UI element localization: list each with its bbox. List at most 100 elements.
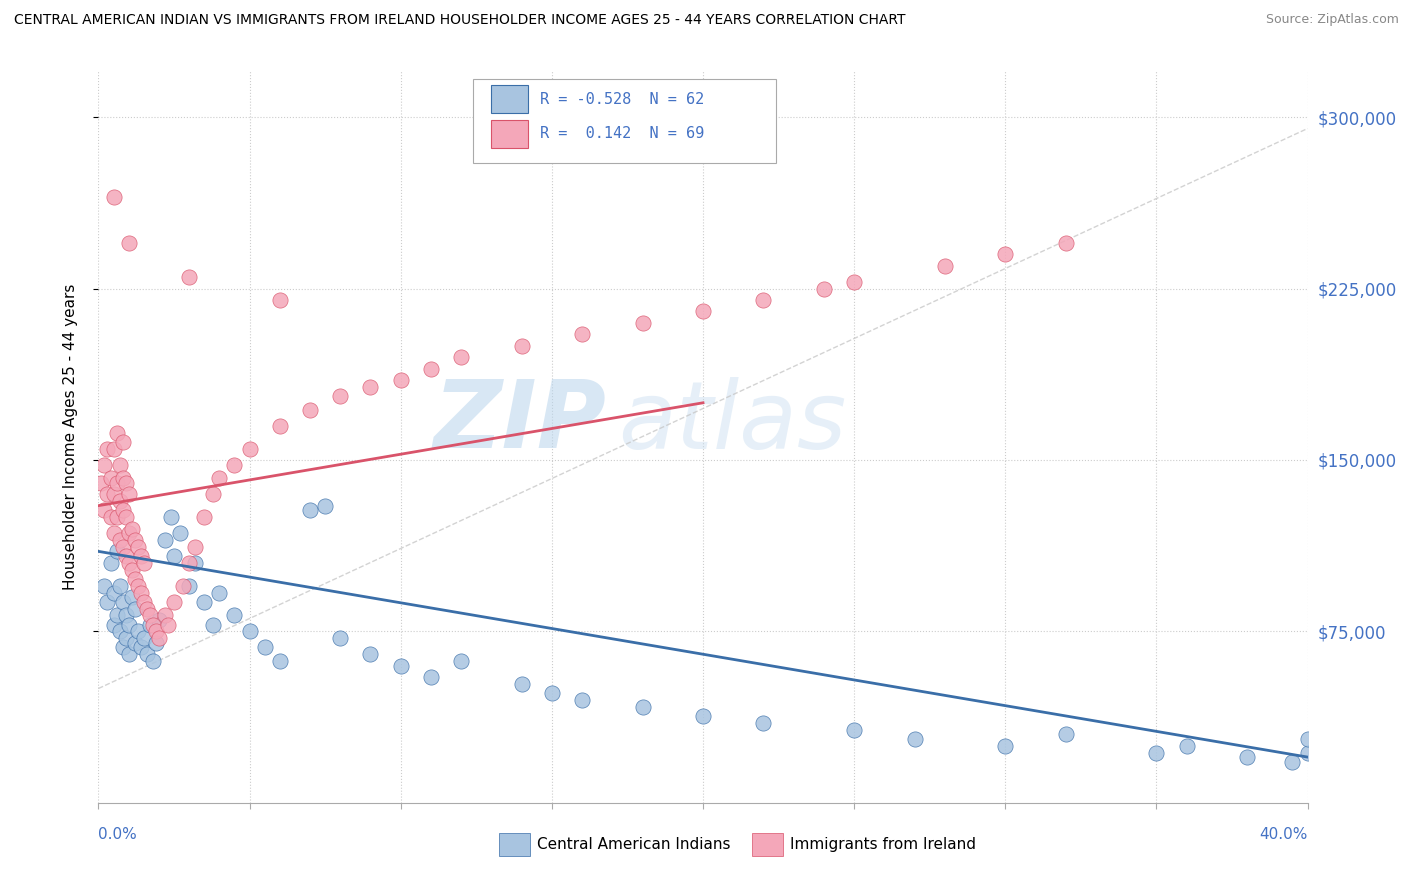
Text: 40.0%: 40.0% <box>1260 827 1308 841</box>
Point <box>329 632 352 646</box>
Point <box>105 510 128 524</box>
Point <box>540 686 562 700</box>
Point <box>105 544 128 558</box>
Point <box>994 247 1017 261</box>
Point <box>108 458 131 472</box>
Point <box>169 526 191 541</box>
Point <box>904 731 927 746</box>
Point <box>103 526 125 541</box>
Text: Source: ZipAtlas.com: Source: ZipAtlas.com <box>1265 13 1399 27</box>
Point <box>114 510 136 524</box>
Point <box>510 677 533 691</box>
Point <box>103 617 125 632</box>
Point <box>129 585 152 599</box>
Point <box>121 521 143 535</box>
FancyBboxPatch shape <box>492 86 527 113</box>
Text: R = -0.528  N = 62: R = -0.528 N = 62 <box>540 92 704 107</box>
Point <box>118 617 141 632</box>
Point <box>269 654 291 668</box>
Point <box>163 549 186 563</box>
Point <box>111 540 134 554</box>
Text: Central American Indians: Central American Indians <box>537 838 731 852</box>
Point <box>124 601 146 615</box>
Point <box>148 632 170 646</box>
Point <box>184 556 207 570</box>
Point <box>813 281 835 295</box>
Point <box>360 380 382 394</box>
Text: 0.0%: 0.0% <box>98 827 138 841</box>
FancyBboxPatch shape <box>492 120 527 148</box>
Point <box>148 613 170 627</box>
Point <box>752 715 775 730</box>
Point <box>124 636 146 650</box>
Point <box>844 275 866 289</box>
Point <box>184 540 207 554</box>
Point <box>239 624 262 639</box>
Point <box>108 579 131 593</box>
Text: atlas: atlas <box>619 377 846 468</box>
Point <box>118 556 141 570</box>
Point <box>299 503 322 517</box>
Point <box>142 654 165 668</box>
Point <box>420 670 443 684</box>
Text: R =  0.142  N = 69: R = 0.142 N = 69 <box>540 126 704 141</box>
Point <box>269 418 291 433</box>
Point <box>193 594 215 608</box>
Point <box>132 632 155 646</box>
Point <box>111 503 134 517</box>
Point <box>450 654 472 668</box>
Point <box>118 487 141 501</box>
Point <box>163 594 186 608</box>
Point <box>1054 727 1077 741</box>
Point <box>1296 746 1319 760</box>
Point <box>132 556 155 570</box>
Point <box>121 563 143 577</box>
Point <box>108 494 131 508</box>
Point <box>114 632 136 646</box>
Point <box>844 723 866 737</box>
Point <box>1281 755 1303 769</box>
Point <box>1175 739 1198 753</box>
Point <box>108 624 131 639</box>
Point <box>108 533 131 547</box>
Point <box>124 572 146 586</box>
Point <box>124 533 146 547</box>
Text: Immigrants from Ireland: Immigrants from Ireland <box>790 838 976 852</box>
Point <box>105 608 128 623</box>
Point <box>692 304 714 318</box>
Point <box>1144 746 1167 760</box>
Point <box>103 442 125 456</box>
Point <box>179 579 201 593</box>
Point <box>269 293 291 307</box>
Point <box>127 540 149 554</box>
Point <box>129 640 152 655</box>
Point <box>389 658 412 673</box>
Point <box>103 585 125 599</box>
Point <box>139 608 162 623</box>
Y-axis label: Householder Income Ages 25 - 44 years: Householder Income Ages 25 - 44 years <box>63 284 77 591</box>
Point <box>114 475 136 490</box>
Point <box>934 259 956 273</box>
Point <box>100 556 122 570</box>
Point <box>571 327 593 342</box>
Point <box>420 361 443 376</box>
Point <box>145 636 167 650</box>
Point <box>692 709 714 723</box>
Point <box>179 556 201 570</box>
Point <box>111 640 134 655</box>
Point <box>224 608 246 623</box>
Point <box>111 471 134 485</box>
Point <box>118 647 141 661</box>
Point <box>389 373 412 387</box>
Point <box>631 316 654 330</box>
Point <box>105 475 128 490</box>
Point <box>160 510 183 524</box>
Point <box>360 647 382 661</box>
Point <box>208 471 231 485</box>
Point <box>100 510 122 524</box>
Point <box>100 471 122 485</box>
Point <box>145 624 167 639</box>
Point <box>208 585 231 599</box>
Point <box>1236 750 1258 764</box>
Point <box>105 425 128 440</box>
